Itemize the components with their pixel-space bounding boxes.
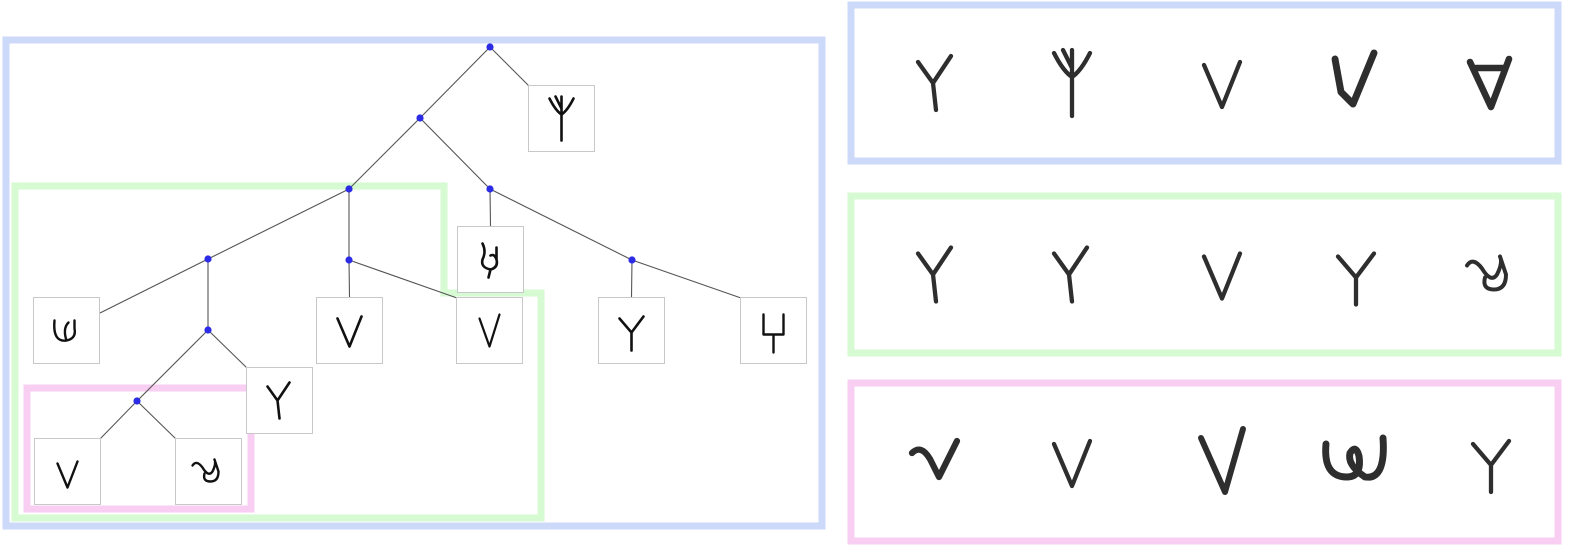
cluster-frame-pink <box>23 384 255 513</box>
tree-edge <box>136 400 177 440</box>
tree-edge <box>489 46 530 87</box>
leaf-sample <box>740 297 807 364</box>
leaf-sample <box>316 297 383 364</box>
tree-edge <box>348 259 458 299</box>
tree-node <box>416 114 424 122</box>
leaf-frame <box>246 367 313 434</box>
tree-node <box>486 43 494 51</box>
tree-edge <box>99 258 209 314</box>
fork-box-glyph <box>762 313 785 354</box>
tree-edge <box>489 188 633 261</box>
tree-node <box>628 256 636 264</box>
cluster-frame-blue <box>2 36 826 530</box>
panel-frame <box>847 1 1562 165</box>
tree-nodes <box>133 43 636 405</box>
v-small-glyph <box>56 460 79 489</box>
loop-u-glyph <box>1322 434 1387 481</box>
cluster-frames <box>2 36 826 530</box>
tree-edges <box>99 46 742 440</box>
loop-hook-glyph <box>480 242 499 279</box>
y-glyph <box>1470 438 1512 495</box>
tree-leaves <box>33 85 807 505</box>
tree-edge <box>630 259 633 298</box>
tree-edge <box>631 259 742 299</box>
sample-panel-pink <box>847 379 1562 545</box>
leaf-frame <box>33 297 100 364</box>
leaf-sample <box>598 297 665 364</box>
y-lean-glyph <box>266 381 291 420</box>
leaf-sample <box>246 367 313 434</box>
leaf-sample <box>456 297 523 364</box>
v-hook-glyph <box>908 437 961 481</box>
curl-glyph <box>1465 254 1508 292</box>
tree-edge <box>348 259 351 298</box>
leaf-frame <box>34 438 101 505</box>
v-thin-glyph <box>478 313 501 348</box>
leaf-frame <box>175 438 242 505</box>
panel-frame <box>847 192 1562 357</box>
leaf-frame <box>316 297 383 364</box>
tree-node <box>345 256 353 264</box>
v-glyph <box>1201 251 1243 301</box>
v-filled-glyph <box>1466 55 1513 111</box>
tree-edge <box>348 117 421 190</box>
panel-frame <box>847 379 1562 545</box>
trident-glyph <box>548 95 575 142</box>
y-lean-glyph <box>915 53 954 113</box>
leaf-sample <box>457 226 524 293</box>
tree-edge <box>136 329 209 402</box>
v-glyph <box>1051 438 1093 489</box>
y-lean-glyph <box>1051 245 1090 304</box>
leaf-frame <box>457 226 524 293</box>
sample-panel-blue <box>847 1 1562 165</box>
v-long-glyph <box>1198 426 1246 495</box>
y-glyph <box>618 315 645 352</box>
curl-glyph <box>191 458 220 483</box>
tree-node <box>204 326 212 334</box>
v-glyph <box>1201 59 1243 110</box>
y-lean-glyph <box>915 245 954 304</box>
tree-edge <box>207 188 350 260</box>
y-glyph <box>1335 251 1377 307</box>
trident-glyph <box>1051 47 1093 119</box>
tree-edge <box>207 329 248 369</box>
v-bold-glyph <box>1331 49 1378 108</box>
tree-node <box>204 255 212 263</box>
leaf-sample <box>33 297 100 364</box>
leaf-frame <box>456 297 523 364</box>
tree-edge <box>489 188 492 227</box>
leaf-sample <box>34 438 101 505</box>
tree-node <box>345 185 353 193</box>
tree-node <box>486 185 494 193</box>
u-loop-glyph <box>53 319 77 342</box>
sample-panel-green <box>847 192 1562 357</box>
leaf-sample <box>528 85 595 152</box>
tree-edge <box>419 46 491 119</box>
tree-edge <box>419 117 491 190</box>
tree-node <box>133 397 141 405</box>
leaf-sample <box>175 438 242 505</box>
sample-panels <box>847 1 1562 545</box>
tree-edge <box>99 400 138 440</box>
v-glyph <box>336 315 363 348</box>
cluster-frame-green <box>11 182 545 522</box>
